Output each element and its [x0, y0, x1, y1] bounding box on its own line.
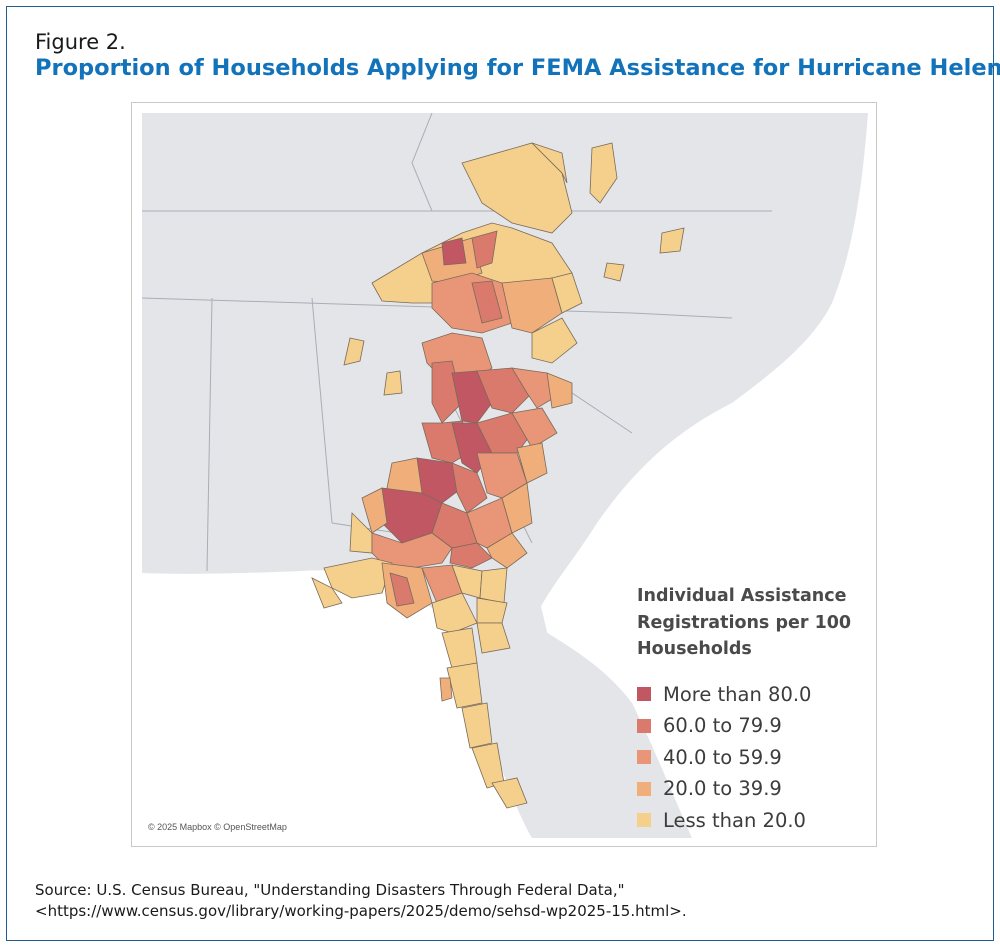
legend-title: Individual Assistance Registrations per …: [637, 583, 867, 663]
legend-item[interactable]: 40.0 to 59.9: [637, 742, 867, 774]
county-sc-east[interactable]: [546, 372, 573, 409]
county-fl-central-north[interactable]: [431, 592, 478, 634]
figure-label: Figure 2.: [35, 30, 126, 54]
legend-swatch: [637, 781, 651, 796]
legend-item[interactable]: 60.0 to 79.9: [637, 710, 867, 742]
border-ky-wv: [411, 112, 433, 212]
map-legend: Individual Assistance Registrations per …: [637, 583, 867, 836]
source-note: Source: U.S. Census Bureau, "Understandi…: [35, 880, 965, 922]
legend-item-label: 20.0 to 39.9: [663, 777, 782, 801]
legend-item[interactable]: 20.0 to 39.9: [637, 773, 867, 805]
county-group-va-north[interactable]: [531, 142, 568, 184]
gulf-of-mexico: [142, 570, 532, 838]
county-nc-high-1[interactable]: [441, 237, 467, 266]
county-group-ga-fl-line[interactable]: [371, 532, 453, 569]
legend-item[interactable]: More than 80.0: [637, 679, 867, 711]
legend-item-label: 60.0 to 79.9: [663, 714, 782, 738]
map-attribution: © 2025 Mapbox © OpenStreetMap: [148, 822, 287, 832]
legend-title-line-2: Registrations per 100: [637, 612, 852, 633]
county-fl-west-2[interactable]: [446, 662, 483, 709]
county-group-sc-midlands[interactable]: [476, 367, 533, 414]
figure-title: Proportion of Households Applying for FE…: [35, 55, 1000, 81]
county-fl-taylor[interactable]: [389, 572, 415, 607]
legend-title-line-1: Individual Assistance: [637, 586, 847, 606]
legend-items: More than 80.0 60.0 to 79.9 40.0 to 59.9 20…: [637, 679, 867, 837]
map-panel[interactable]: © 2025 Mapbox © OpenStreetMap Individual…: [131, 102, 877, 847]
legend-item[interactable]: Less than 20.0: [637, 805, 867, 837]
legend-swatch: [637, 750, 651, 765]
county-al-1[interactable]: [343, 337, 365, 366]
county-fl-pinellas[interactable]: [439, 677, 453, 702]
county-polygons: [311, 142, 685, 809]
florida-east-land: [504, 573, 612, 838]
county-ga-coast-2[interactable]: [501, 482, 533, 534]
county-group-ga-central-2[interactable]: [451, 462, 488, 514]
county-nc-south[interactable]: [531, 317, 578, 364]
legend-item-label: 40.0 to 59.9: [663, 745, 782, 769]
county-fl-east-1[interactable]: [476, 622, 511, 654]
county-ga-se-2[interactable]: [486, 532, 528, 569]
county-va-east-1[interactable]: [659, 227, 685, 254]
county-al-2[interactable]: [383, 370, 403, 396]
legend-item-label: Less than 20.0: [663, 808, 806, 832]
legend-swatch: [637, 718, 651, 733]
county-ga-coast-1[interactable]: [516, 442, 548, 484]
source-line-2[interactable]: <https://www.census.gov/library/working-…: [35, 902, 687, 920]
county-nc-high-2[interactable]: [471, 230, 498, 269]
legend-title-line-3: Households: [637, 639, 752, 659]
county-nc-east-1[interactable]: [551, 272, 583, 314]
county-ga-sw-1[interactable]: [361, 487, 388, 534]
county-fl-sw-2[interactable]: [491, 777, 528, 809]
border-ms-al: [206, 297, 213, 572]
legend-swatch: [637, 687, 651, 702]
county-fl-west-3[interactable]: [461, 702, 493, 749]
legend-swatch: [637, 813, 651, 828]
border-al-ga: [311, 297, 333, 524]
county-group-va-isolated[interactable]: [589, 142, 618, 204]
county-group-sc-south[interactable]: [511, 407, 558, 449]
county-group-nc-piedmont[interactable]: [501, 277, 563, 334]
source-line-1: Source: U.S. Census Bureau, "Understandi…: [35, 881, 625, 899]
county-nc-high-3[interactable]: [471, 280, 503, 324]
county-fl-ne[interactable]: [479, 567, 508, 604]
county-fl-panhandle-2[interactable]: [311, 577, 343, 609]
choropleth-map[interactable]: [132, 103, 877, 847]
border-tn-nc-north: [141, 297, 733, 319]
legend-item-label: More than 80.0: [663, 682, 812, 706]
figure-frame: [6, 6, 994, 941]
atlantic-ocean: [532, 113, 868, 838]
county-ga-south-3[interactable]: [449, 542, 493, 569]
county-va-east-2[interactable]: [603, 262, 625, 282]
